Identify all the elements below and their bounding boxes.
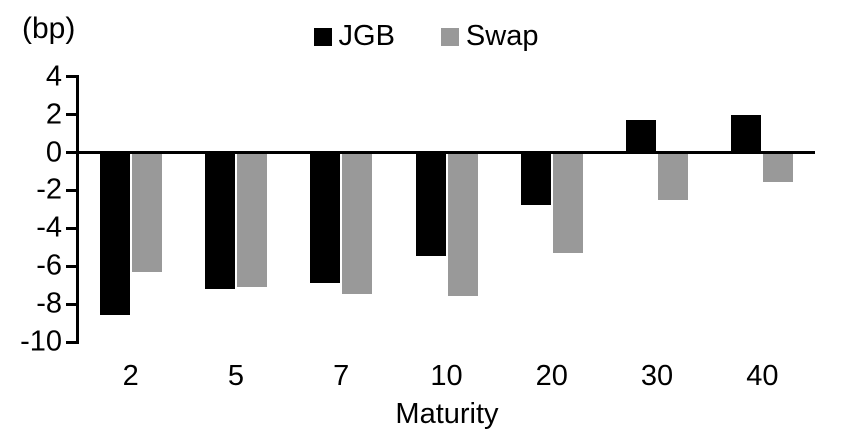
bar-jgb-7 — [310, 154, 341, 284]
y-axis-tick — [66, 188, 76, 192]
y-axis-tick-label: 4 — [45, 60, 62, 93]
legend-label-swap: Swap — [465, 20, 539, 52]
bar-jgb-5 — [204, 154, 235, 289]
bar-jgb-2 — [99, 154, 130, 316]
y-axis-tick — [66, 340, 76, 344]
bar-jgb-30 — [626, 120, 657, 153]
zero-axis-line — [78, 151, 815, 154]
y-axis-tick — [66, 151, 76, 154]
y-axis-tick-label: -2 — [36, 173, 62, 206]
bar-swap-5 — [236, 154, 267, 287]
x-axis-tick-label: 2 — [122, 360, 139, 392]
legend-item-jgb: JGB — [313, 20, 395, 53]
bar-jgb-40 — [731, 114, 762, 153]
y-axis-tick-label: -8 — [36, 287, 62, 320]
bar-swap-30 — [658, 154, 689, 200]
y-axis-tick-label: -4 — [36, 211, 62, 244]
bar-jgb-20 — [520, 154, 551, 206]
x-axis-tick-label: 10 — [430, 360, 463, 392]
bar-swap-10 — [447, 154, 478, 297]
x-axis-tick-label: 20 — [535, 360, 568, 392]
bar-swap-7 — [342, 154, 373, 295]
y-axis-line — [76, 74, 79, 345]
y-axis-tick — [66, 226, 76, 230]
legend-item-swap: Swap — [440, 20, 539, 53]
y-axis-tick-label: -10 — [20, 325, 62, 358]
bar-jgb-10 — [415, 154, 446, 257]
x-axis-title: Maturity — [395, 398, 499, 430]
x-axis-tick-label: 30 — [640, 360, 674, 392]
y-axis-tick — [66, 113, 76, 117]
x-axis-tick-label: 7 — [333, 360, 350, 392]
y-axis-tick — [66, 75, 76, 79]
legend-swatch-jgb — [313, 27, 332, 46]
x-axis-tick-label: 5 — [227, 360, 244, 392]
y-axis-tick-label: -6 — [36, 249, 62, 282]
y-axis-tick — [66, 302, 76, 306]
bar-swap-20 — [552, 154, 583, 253]
bar-swap-40 — [763, 154, 794, 183]
y-axis-tick-label: 0 — [45, 136, 62, 168]
x-axis-tick-label: 40 — [746, 360, 779, 392]
bar-swap-2 — [131, 154, 162, 272]
legend: JGB Swap — [0, 20, 852, 53]
y-axis-unit-label: (bp) — [22, 12, 76, 45]
y-axis-tick-label: 2 — [45, 98, 62, 131]
legend-label-jgb: JGB — [338, 20, 395, 52]
y-axis-tick — [66, 264, 76, 268]
legend-swatch-swap — [440, 27, 459, 46]
